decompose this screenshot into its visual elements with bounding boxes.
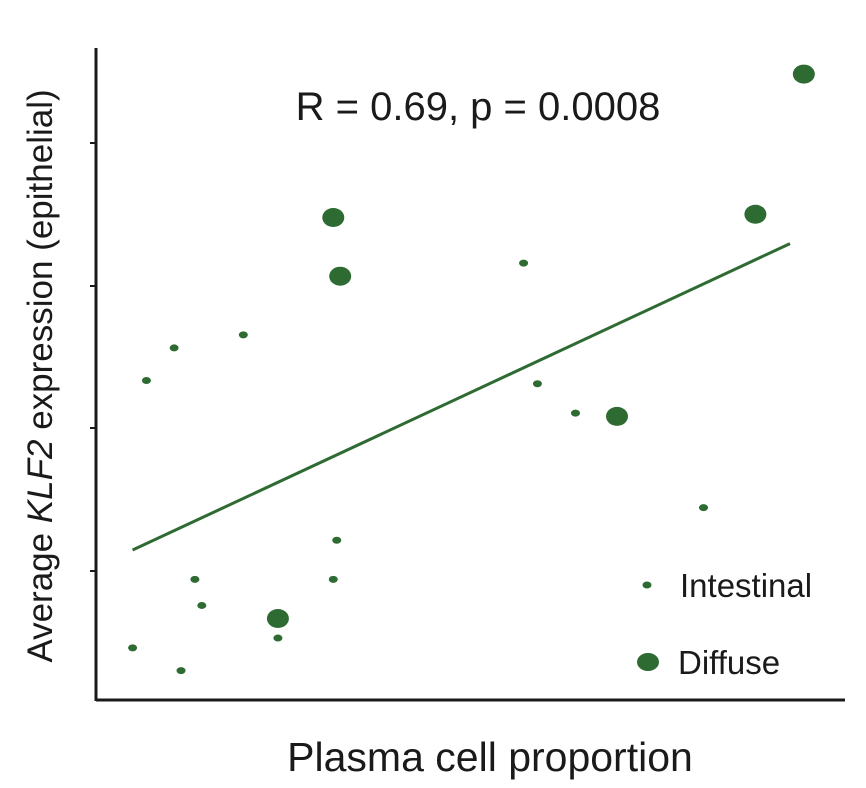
axes (90, 48, 845, 702)
y-axis-label-prefix: Average (21, 523, 60, 662)
legend-label-intestinal: Intestinal (680, 567, 812, 604)
y-axis-label: Average KLF2 expression (epithelial) (21, 89, 60, 662)
point-intestinal-11 (532, 380, 542, 388)
legend-label-diffuse: Diffuse (678, 644, 780, 681)
x-axis-label: Plasma cell proportion (287, 734, 693, 780)
point-intestinal-3 (128, 644, 138, 652)
legend: Intestinal Diffuse (637, 567, 812, 681)
y-axis-label-gene: KLF2 (21, 440, 60, 524)
point-intestinal-13 (699, 504, 708, 512)
point-intestinal-12 (570, 409, 580, 417)
point-intestinal-6 (197, 601, 207, 609)
point-diffuse-0 (266, 609, 289, 628)
legend-marker-diffuse (637, 653, 659, 671)
data-points (128, 64, 815, 675)
point-intestinal-4 (176, 667, 186, 675)
point-diffuse-5 (792, 64, 815, 84)
point-intestinal-8 (328, 575, 338, 583)
point-diffuse-2 (329, 266, 352, 286)
legend-marker-intestinal (642, 581, 652, 589)
y-axis-label-suffix: expression (epithelial) (21, 89, 60, 439)
point-intestinal-0 (141, 377, 151, 385)
correlation-annotation: R = 0.69, p = 0.0008 (296, 85, 661, 129)
point-intestinal-7 (273, 634, 283, 642)
regression-line (131, 242, 791, 552)
point-intestinal-1 (169, 344, 179, 352)
point-diffuse-3 (606, 406, 628, 426)
point-diffuse-1 (322, 208, 345, 228)
point-intestinal-2 (238, 331, 248, 339)
point-diffuse-4 (744, 204, 767, 224)
point-intestinal-9 (332, 536, 342, 544)
point-intestinal-10 (519, 259, 529, 267)
point-intestinal-5 (190, 575, 200, 583)
